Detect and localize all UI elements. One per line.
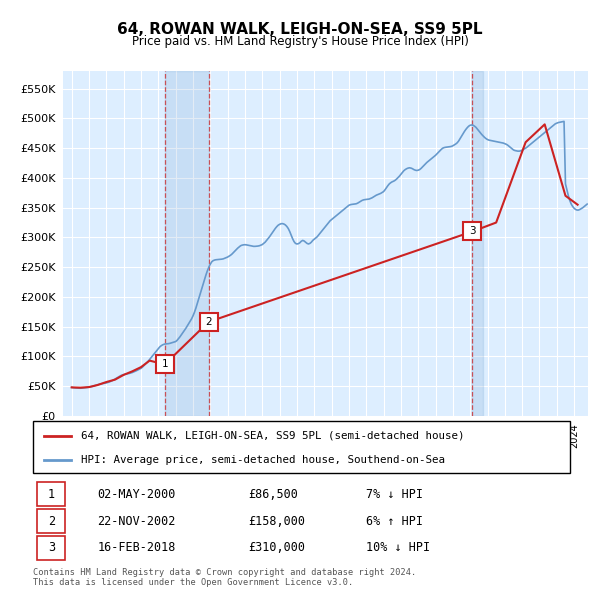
- Text: £310,000: £310,000: [248, 542, 305, 555]
- Text: HPI: Average price, semi-detached house, Southend-on-Sea: HPI: Average price, semi-detached house,…: [82, 455, 445, 465]
- Text: 1: 1: [161, 359, 168, 369]
- Text: 22-NOV-2002: 22-NOV-2002: [97, 514, 176, 527]
- Bar: [37, 509, 65, 533]
- Text: Contains HM Land Registry data © Crown copyright and database right 2024.
This d: Contains HM Land Registry data © Crown c…: [33, 568, 416, 587]
- Text: £86,500: £86,500: [248, 488, 298, 501]
- Bar: [37, 536, 65, 560]
- Text: £158,000: £158,000: [248, 514, 305, 527]
- Bar: [37, 482, 65, 506]
- Bar: [165, 71, 209, 416]
- Text: 1: 1: [47, 488, 55, 501]
- Text: Price paid vs. HM Land Registry's House Price Index (HPI): Price paid vs. HM Land Registry's House …: [131, 35, 469, 48]
- Text: 3: 3: [469, 227, 476, 237]
- Text: 64, ROWAN WALK, LEIGH-ON-SEA, SS9 5PL: 64, ROWAN WALK, LEIGH-ON-SEA, SS9 5PL: [117, 22, 483, 37]
- Text: 64, ROWAN WALK, LEIGH-ON-SEA, SS9 5PL (semi-detached house): 64, ROWAN WALK, LEIGH-ON-SEA, SS9 5PL (s…: [82, 431, 465, 441]
- Text: 10% ↓ HPI: 10% ↓ HPI: [366, 542, 430, 555]
- Text: 7% ↓ HPI: 7% ↓ HPI: [366, 488, 423, 501]
- Text: 02-MAY-2000: 02-MAY-2000: [97, 488, 176, 501]
- Text: 2: 2: [47, 514, 55, 527]
- Text: 6% ↑ HPI: 6% ↑ HPI: [366, 514, 423, 527]
- Text: 3: 3: [47, 542, 55, 555]
- Text: 2: 2: [205, 317, 212, 327]
- Text: 16-FEB-2018: 16-FEB-2018: [97, 542, 176, 555]
- Bar: [472, 71, 483, 416]
